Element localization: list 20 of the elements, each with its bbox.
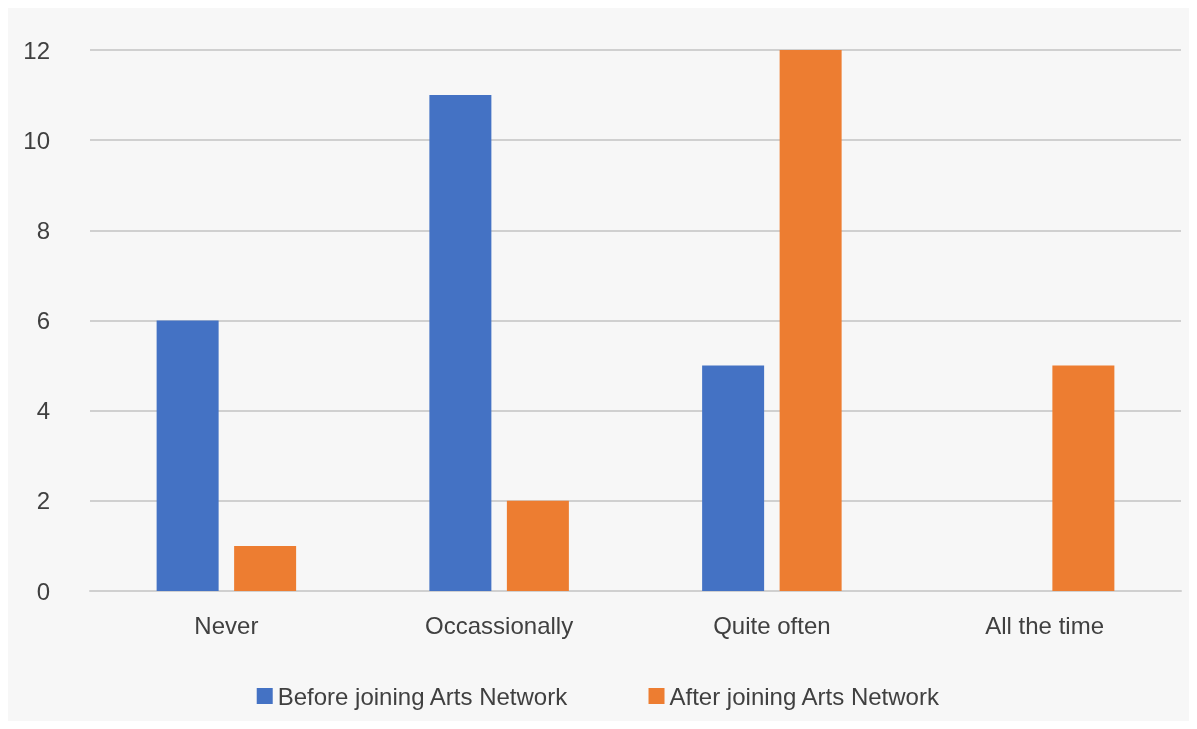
bar <box>156 320 219 591</box>
x-tick-label: Occassionally <box>425 611 574 639</box>
bar <box>429 95 492 591</box>
bar <box>702 365 765 591</box>
bar <box>506 500 569 591</box>
bar <box>779 50 842 591</box>
y-tick-label: 12 <box>23 36 50 64</box>
y-tick-label: 2 <box>36 487 50 515</box>
bar <box>1052 365 1115 591</box>
bar <box>234 545 297 591</box>
y-tick-label: 10 <box>23 126 50 154</box>
legend-label: After joining Arts Network <box>669 682 940 710</box>
y-tick-label: 6 <box>36 307 50 334</box>
y-tick-label: 4 <box>36 397 50 425</box>
y-tick-label: 8 <box>36 216 50 244</box>
y-tick-label: 0 <box>36 577 50 605</box>
x-tick-label: Never <box>194 611 259 639</box>
x-tick-label: All the time <box>985 611 1104 639</box>
x-tick-label: Quite often <box>713 611 831 639</box>
legend-label: Before joining Arts Network <box>277 682 569 710</box>
